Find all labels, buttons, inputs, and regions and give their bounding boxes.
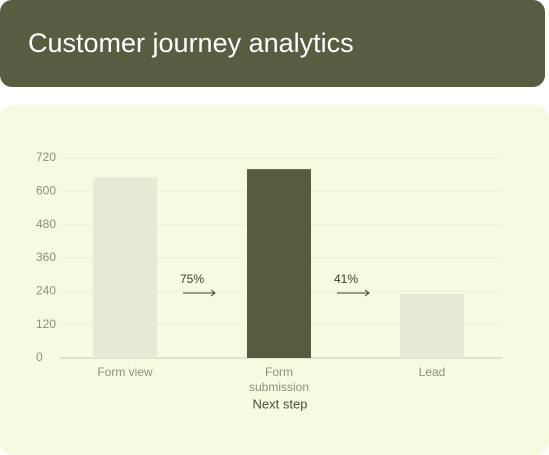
- header: Customer journey analytics: [0, 0, 545, 87]
- arrow-head: [210, 289, 216, 297]
- bar: [400, 294, 464, 358]
- x-tick-label: Lead: [418, 365, 446, 379]
- x-tick-label: Form submission: [248, 365, 310, 394]
- bar: [247, 169, 311, 358]
- conversion-label: 75%: [180, 272, 204, 286]
- y-tick-label: 720: [36, 150, 56, 164]
- y-tick-label: 360: [36, 250, 56, 264]
- y-tick-label: 240: [36, 284, 56, 298]
- y-tick-label: 600: [36, 184, 56, 198]
- y-tick-label: 120: [36, 317, 56, 331]
- x-axis-title: Next step: [253, 396, 308, 411]
- y-tick-label: 480: [36, 217, 56, 231]
- conversion-label: 41%: [334, 272, 358, 286]
- page-title: Customer journey analytics: [28, 28, 354, 58]
- x-tick-label: Form view: [97, 365, 153, 379]
- bar: [93, 177, 157, 358]
- y-tick-label: 0: [36, 350, 43, 364]
- arrow-head: [364, 289, 370, 297]
